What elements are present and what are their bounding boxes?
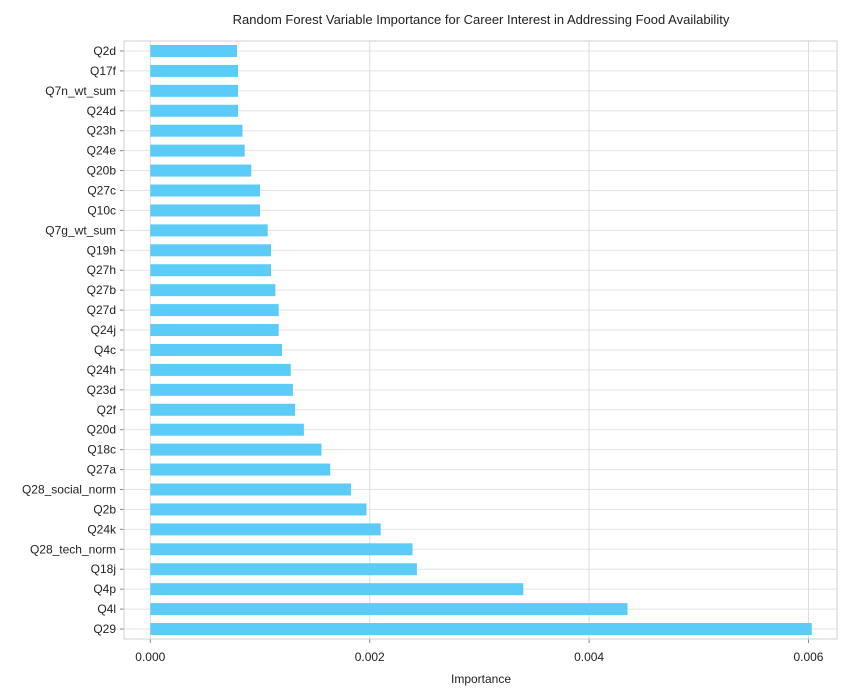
bar-Q7g_wt_sum <box>150 224 268 237</box>
y-tick-label: Q4p <box>93 582 116 596</box>
bar-Q27a <box>150 463 331 476</box>
y-tick-label: Q18c <box>87 443 116 457</box>
y-tick-labels: Q2d Q17f Q7n_wt_sum Q24d Q23h Q24e Q20b Q27c Q10… <box>22 44 124 636</box>
bar-Q28_social_norm <box>150 483 352 496</box>
bar-Q7n_wt_sum <box>150 84 239 97</box>
y-tick-label: Q27a <box>87 463 117 477</box>
x-axis-label: Importance <box>451 672 511 686</box>
bar-Q24e <box>150 144 245 157</box>
y-tick-label: Q27b <box>87 283 117 297</box>
bar-Q24h <box>150 363 291 376</box>
y-tick-label: Q2d <box>93 44 116 58</box>
bar-Q20d <box>150 423 304 436</box>
bar-Q4c <box>150 343 282 356</box>
y-tick-label: Q20b <box>87 164 117 178</box>
x-tick-labels: 0.000 0.002 0.004 0.006 <box>135 639 824 664</box>
chart-title: Random Forest Variable Importance for Ca… <box>233 12 730 27</box>
y-tick-label: Q28_tech_norm <box>30 542 116 556</box>
x-tick-label: 0.004 <box>574 650 604 664</box>
bar-Q18c <box>150 443 322 456</box>
y-tick-label: Q29 <box>93 622 116 636</box>
bar-Q2b <box>150 503 367 516</box>
y-tick-label: Q27d <box>87 303 116 317</box>
y-tick-label: Q27h <box>87 263 116 277</box>
x-tick-label: 0.002 <box>355 650 385 664</box>
bar-Q4p <box>150 583 524 596</box>
y-tick-label: Q24k <box>87 522 117 536</box>
plot-frame <box>123 40 838 640</box>
y-tick-label: Q23d <box>87 383 116 397</box>
bar-Q18j <box>150 563 417 576</box>
bar-Q27d <box>150 304 279 317</box>
y-tick-label: Q19h <box>87 243 116 257</box>
bar-Q28_tech_norm <box>150 543 413 556</box>
y-tick-label: Q24j <box>91 323 116 337</box>
y-tick-label: Q20d <box>87 423 116 437</box>
bar-Q24j <box>150 324 279 337</box>
y-tick-label: Q2b <box>93 502 116 516</box>
bar-Q2f <box>150 403 296 416</box>
bar-Q23h <box>150 124 243 137</box>
y-tick-label: Q24e <box>87 144 117 158</box>
y-tick-label: Q10c <box>87 203 116 217</box>
bar-Q24k <box>150 523 381 536</box>
bar-Q27h <box>150 264 271 277</box>
y-tick-label: Q2f <box>97 403 117 417</box>
y-tick-label: Q27c <box>87 184 116 198</box>
y-tick-label: Q4c <box>94 343 116 357</box>
bar-Q10c <box>150 204 261 217</box>
x-tick-label: 0.006 <box>793 650 823 664</box>
bar-Q23d <box>150 383 293 396</box>
y-tick-label: Q7g_wt_sum <box>45 223 116 237</box>
bar-Q29 <box>150 623 812 636</box>
bar-Q27c <box>150 184 261 197</box>
bar-Q19h <box>150 244 271 257</box>
bar-Q4l <box>150 603 628 616</box>
y-tick-label: Q24h <box>87 363 116 377</box>
y-tick-label: Q24d <box>87 104 116 118</box>
bar-Q17f <box>150 64 239 77</box>
bar-Q2d <box>150 44 237 57</box>
y-tick-label: Q4l <box>97 602 116 616</box>
y-tick-label: Q7n_wt_sum <box>45 84 116 98</box>
y-tick-label: Q17f <box>90 64 117 78</box>
y-tick-label: Q28_social_norm <box>22 483 116 497</box>
y-tick-label: Q18j <box>91 562 116 576</box>
bar-Q24d <box>150 104 239 117</box>
bar-Q20b <box>150 164 252 177</box>
bar-Q27b <box>150 284 276 297</box>
y-tick-label: Q23h <box>87 124 116 138</box>
x-tick-label: 0.000 <box>135 650 165 664</box>
bars <box>150 44 812 636</box>
